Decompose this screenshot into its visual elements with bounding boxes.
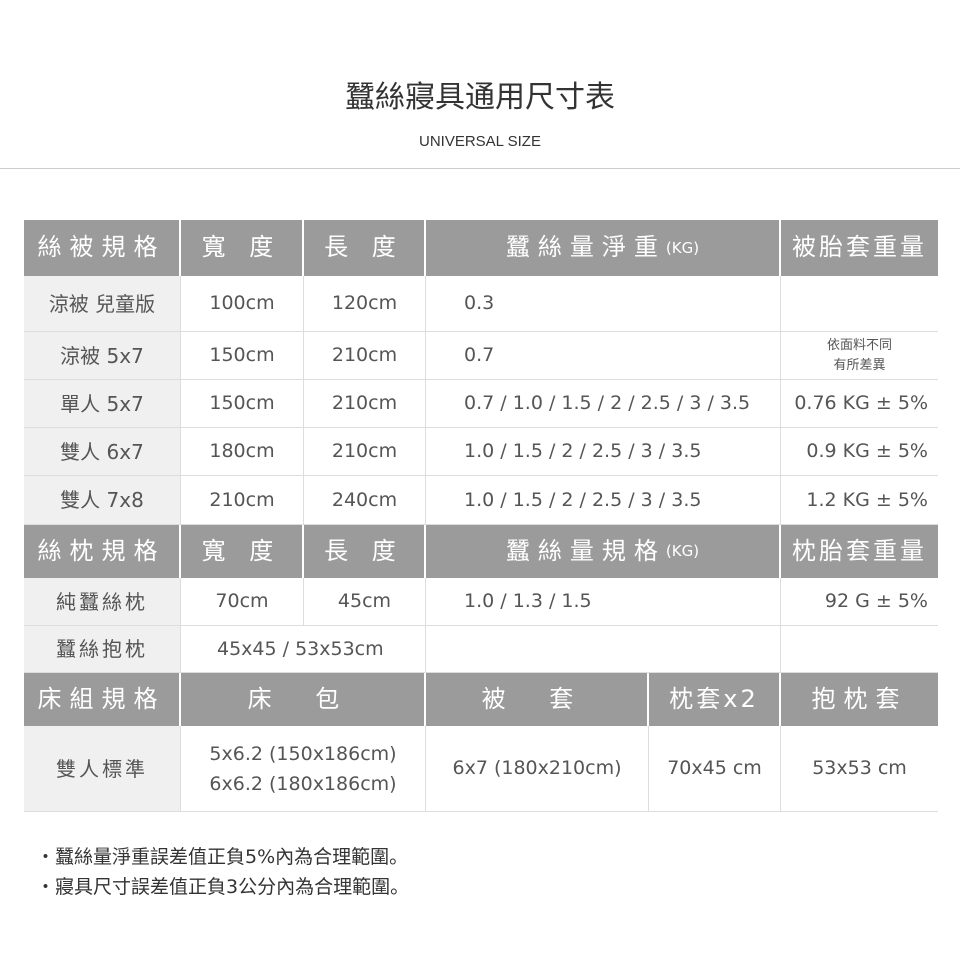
bedset-header-fitted-sheet: 床 包 (181, 673, 426, 726)
quilt-cell: 210cm (304, 428, 426, 476)
quilt-cell: 1.0 / 1.5 / 2 / 2.5 / 3 / 3.5 (426, 428, 781, 476)
quilt-cell: 0.76 KG ± 5% (781, 380, 938, 428)
header-text: 蠶絲量淨重 (505, 233, 666, 262)
pillow-cell: 45x45 / 53x53cm (181, 626, 426, 673)
bedset-row-name: 雙人標準 (24, 726, 181, 812)
quilt-cell: 0.7 / 1.0 / 1.5 / 2 / 2.5 / 3 / 3.5 (426, 380, 781, 428)
note: ・寢具尺寸誤差值正負3公分內為合理範圍。 (36, 876, 410, 898)
header-unit: (KG) (665, 542, 700, 560)
quilt-cell: 100cm (181, 276, 304, 332)
quilt-cell: 180cm (181, 428, 304, 476)
page-subtitle: UNIVERSAL SIZE (419, 133, 541, 150)
pillow-cell (426, 626, 781, 673)
quilt-row-name: 涼被 兒童版 (24, 276, 181, 332)
note: ・蠶絲量淨重誤差值正負5%內為合理範圍。 (36, 846, 409, 868)
bedset-header-pillowcase: 枕套x2 (649, 673, 781, 726)
quilt-row-name: 單人 5x7 (24, 380, 181, 428)
pillow-cell: 70cm (181, 578, 304, 626)
quilt-row-name: 雙人 6x7 (24, 428, 181, 476)
pillow-row-name: 蠶絲抱枕 (24, 626, 181, 673)
quilt-cell: 240cm (304, 476, 426, 525)
quilt-cell: 1.2 KG ± 5% (781, 476, 938, 525)
pillow-header-cover-weight: 枕胎套重量 (781, 525, 938, 578)
quilt-cell: 0.9 KG ± 5% (781, 428, 938, 476)
fitted-size: 6x6.2 (180x186cm) (209, 772, 397, 795)
quilt-header-cover-weight: 被胎套重量 (781, 220, 938, 276)
pillow-header-length: 長 度 (304, 525, 426, 578)
quilt-cell: 210cm (181, 476, 304, 525)
quilt-header-length: 長 度 (304, 220, 426, 276)
quilt-cell: 210cm (304, 380, 426, 428)
pillow-header-silk-spec: 蠶絲量規格 (KG) (426, 525, 781, 578)
pillow-cell: 92 G ± 5% (781, 578, 938, 626)
pillow-header-width: 寬 度 (181, 525, 304, 578)
quilt-cell: 150cm (181, 380, 304, 428)
quilt-header-spec: 絲被規格 (24, 220, 181, 276)
bedset-header-hug-pillowcase: 抱枕套 (781, 673, 938, 726)
page-title: 蠶絲寢具通用尺寸表 (345, 80, 615, 115)
quilt-cell: 0.7 (426, 332, 781, 380)
pillow-cell: 1.0 / 1.3 / 1.5 (426, 578, 781, 626)
pillow-cell: 45cm (304, 578, 426, 626)
quilt-row-name: 雙人 7x8 (24, 476, 181, 525)
header-unit: (KG) (665, 238, 700, 257)
quilt-cell: 1.0 / 1.5 / 2 / 2.5 / 3 / 3.5 (426, 476, 781, 525)
quilt-cell: 210cm (304, 332, 426, 380)
bedset-cell-fitted: 5x6.2 (150x186cm) 6x6.2 (180x186cm) (181, 726, 426, 812)
fitted-size: 5x6.2 (150x186cm) (209, 742, 397, 765)
notes: ・蠶絲量淨重誤差值正負5%內為合理範圍。 ・寢具尺寸誤差值正負3公分內為合理範圍… (36, 842, 409, 902)
quilt-cell: 120cm (304, 276, 426, 332)
bedset-cell: 70x45 cm (649, 726, 781, 812)
bedset-header-spec: 床組規格 (24, 673, 181, 726)
quilt-row-name: 涼被 5x7 (24, 332, 181, 380)
quilt-cell: 150cm (181, 332, 304, 380)
quilt-cell: 0.3 (426, 276, 781, 332)
bedset-cell: 6x7 (180x210cm) (426, 726, 649, 812)
bedset-header-duvet-cover: 被 套 (426, 673, 649, 726)
bedset-cell: 53x53 cm (781, 726, 938, 812)
quilt-header-silk-weight: 蠶絲量淨重 (KG) (426, 220, 781, 276)
quilt-header-width: 寬 度 (181, 220, 304, 276)
pillow-cell (781, 626, 938, 673)
pillow-row-name: 純蠶絲枕 (24, 578, 181, 626)
quilt-cell: 依面料不同 有所差異 (781, 332, 938, 380)
pillow-header-spec: 絲枕規格 (24, 525, 181, 578)
quilt-cell (781, 276, 938, 332)
divider (0, 168, 960, 169)
header-text: 蠶絲量規格 (505, 536, 666, 565)
